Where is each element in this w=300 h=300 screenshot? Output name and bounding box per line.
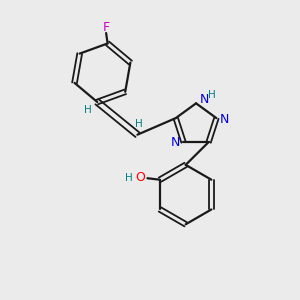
Text: H: H: [208, 90, 215, 100]
Text: F: F: [103, 21, 110, 34]
Text: N: N: [170, 136, 180, 148]
Text: H: H: [84, 105, 92, 115]
Text: H: H: [125, 172, 133, 183]
Text: N: N: [200, 93, 209, 106]
Text: O: O: [135, 171, 145, 184]
Text: N: N: [220, 113, 230, 126]
Text: H: H: [135, 119, 143, 129]
